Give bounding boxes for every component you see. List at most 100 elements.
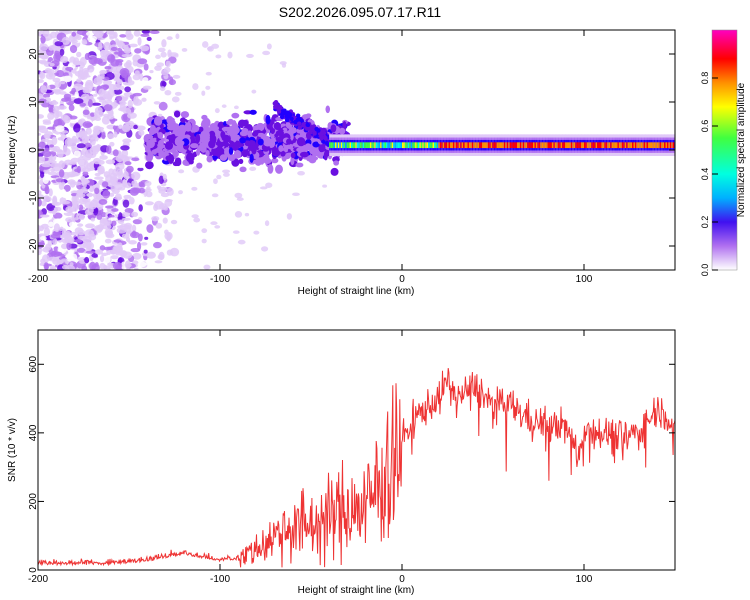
spectrogram-noise-blob [131,157,140,162]
spectrogram-x-tick-label: -200 [28,274,48,285]
spectrogram-band-blob [241,149,248,158]
spectrogram-band-blob [282,146,289,152]
spectrogram-line-cell [333,142,336,149]
spectrogram-line-cell [634,142,638,149]
spectrogram-band-blob [265,114,271,125]
spectrogram-band-blob [212,125,220,131]
spectrogram-band-blob [301,122,306,127]
spectrogram-band-blob [242,119,249,127]
spectrogram-line-cell [515,142,518,149]
spectrogram-band-blob [166,125,176,131]
spectrogram-noise-blob [165,60,171,68]
spectrogram-noise-blob [96,96,107,101]
spectrogram-line-cell [454,142,457,149]
spectrogram-line-cell [608,142,611,149]
spectrogram-band-blob [221,126,231,132]
spectrogram-band-blob [200,122,206,128]
spectrogram-noise-blob [131,180,138,187]
snr-y-tick-label: 400 [28,424,39,441]
spectrogram-noise-blob [292,192,300,197]
spectrogram-noise-blob [114,51,119,55]
spectrogram-line-cell [557,142,560,149]
spectrogram-noise-blob [98,88,106,98]
spectrogram-noise-blob [38,250,42,256]
spectrogram-noise-blob [232,230,240,234]
spectrogram-noise-blob [100,49,109,55]
spectrogram-line-cell [429,142,432,149]
spectrogram-noise-blob [132,98,143,106]
spectrogram-line-cell [534,142,537,149]
spectrogram-noise-blob [86,31,92,36]
spectrogram-line-cell [584,142,587,149]
snr-axis-ticks: -200 -100 0 100 0 200 400 600 [28,330,675,585]
spectrogram-noise-blob [53,52,63,62]
spectrogram-noise-blob [73,57,80,66]
spectrogram-noise-blob [214,108,220,114]
spectrogram-line-cell [589,142,593,149]
spectrogram-line-cell [570,142,574,149]
spectrogram-band-blob [147,149,152,158]
spectrogram-line-cell [581,142,584,149]
spectrogram-band-blob [278,145,284,152]
spectrogram-line-cell [413,142,416,149]
spectrogram-noise-blob [48,100,59,106]
colorbar-tick-label: 0.4 [700,168,710,181]
spectrogram-line-cell [367,142,370,149]
spectrogram-line-cell [463,142,466,149]
spectrogram-y-tick-label: -20 [28,238,39,253]
spectrogram-band-blob [225,136,231,143]
spectrogram-noise-blob [178,169,185,174]
spectrogram-line-cell [353,142,357,149]
spectrogram-noise-blob [65,252,74,262]
spectrogram-noise-blob [205,71,212,76]
spectrogram-line-cell [423,142,427,149]
spectrogram-band-blob [239,166,247,173]
spectrogram-line-cell [422,142,425,149]
spectrogram-line-cell [415,142,418,149]
spectrogram-line-cell [474,142,477,149]
spectrogram-line-cell [499,142,502,149]
spectrogram-noise-blob [319,105,325,111]
spectrogram-band-blob [220,130,226,139]
spectrogram-noise-blob [170,219,178,225]
spectrogram-y-tick-label: 10 [28,96,39,108]
spectrogram-noise-blob [137,261,147,268]
spectrogram-line-cell [460,142,463,149]
spectrogram-noise-blob [97,166,103,172]
spectrogram-noise-blob [201,90,206,96]
spectrogram-line-cell [451,142,454,149]
spectrogram-line-cell [501,142,504,149]
spectrogram-noise-blob [112,149,119,157]
spectrogram-noise-blob [45,243,52,251]
spectrogram-noise-blob [99,255,105,263]
spectrogram-line-cell [352,142,355,149]
spectrogram-x-tick-label: -100 [210,274,230,285]
spectrogram-noise-blob [69,161,77,165]
spectrogram-noise-blob [54,163,62,167]
spectrogram-noise-blob [63,115,71,124]
spectrogram-band-blob [196,162,203,169]
spectrogram-noise-blob [109,141,115,147]
spectrogram-y-tick-label: -10 [28,190,39,205]
spectrogram-line-cell [426,142,429,149]
spectrogram-band-blob [280,109,285,114]
spectrogram-line-cell [337,142,341,149]
spectrogram-noise-blob [121,217,131,221]
spectrogram-noise-blob [157,254,165,260]
spectrogram-noise-blob [109,176,118,185]
spectrogram-noise-blob [160,51,167,58]
spectrogram-noise-blob [87,64,95,73]
spectrogram-band-blob [184,122,192,132]
spectrogram-line-cell [479,142,482,149]
spectrogram-band-blob [251,145,257,155]
spectrogram-noise-blob [38,93,44,99]
spectrogram-noise-blob [114,196,123,200]
spectrogram-band-blob [190,124,200,133]
spectrogram-band-blob [166,116,174,125]
spectrogram-line-cell [503,142,507,149]
spectrogram-line-cell [666,142,670,149]
spectrogram-noise-blob [97,224,105,231]
spectrogram-x-tick-label: 100 [576,274,593,285]
spectrogram-noise-blob [191,186,198,191]
spectrogram-line-cell [543,142,546,149]
